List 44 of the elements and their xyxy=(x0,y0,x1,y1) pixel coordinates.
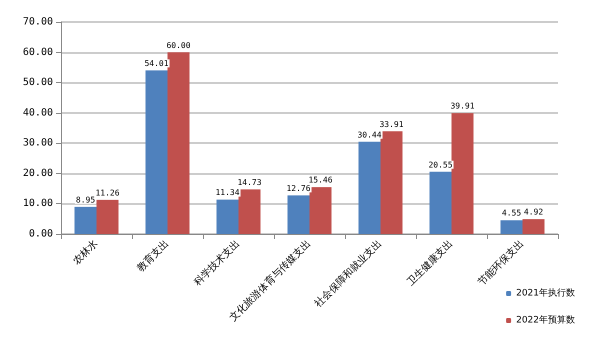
data-label: 15.46 xyxy=(308,176,333,185)
bar xyxy=(430,172,452,234)
y-tick-label: 50.00 xyxy=(22,77,53,88)
y-tick-label: 20.00 xyxy=(22,168,53,179)
bar xyxy=(238,189,260,234)
x-tick-label: 教育支出 xyxy=(134,237,172,274)
legend-label: 2021年执行数 xyxy=(516,288,575,298)
data-label: 39.91 xyxy=(450,102,475,111)
data-label: 30.44 xyxy=(357,130,382,140)
data-label: 11.34 xyxy=(215,188,240,198)
bar xyxy=(452,113,474,234)
bar xyxy=(74,206,96,234)
bar xyxy=(500,220,522,234)
y-tick-label: 40.00 xyxy=(22,107,53,118)
data-label: 60.00 xyxy=(166,40,191,50)
legend-label: 2022年预算数 xyxy=(516,314,575,326)
y-tick-label: 30.00 xyxy=(22,138,53,149)
bar xyxy=(96,200,118,234)
data-label: 33.91 xyxy=(379,120,404,129)
x-tick-label: 节能环保支出 xyxy=(475,237,526,288)
data-label: 14.73 xyxy=(237,178,262,187)
data-label: 20.55 xyxy=(428,160,453,170)
bar xyxy=(216,200,238,234)
bar xyxy=(380,131,402,234)
data-label: 54.01 xyxy=(144,58,169,68)
bar xyxy=(358,142,380,234)
data-label: 12.76 xyxy=(286,184,311,193)
data-label: 4.92 xyxy=(524,208,544,217)
data-label: 4.55 xyxy=(502,208,522,218)
x-tick-label: 社会保障和就业支出 xyxy=(312,237,384,310)
x-tick-label: 农林水 xyxy=(70,237,100,268)
data-label: 11.26 xyxy=(95,188,120,198)
bar xyxy=(310,187,332,234)
y-tick-label: 10.00 xyxy=(22,198,53,210)
bar xyxy=(288,195,310,234)
bar xyxy=(168,52,190,234)
y-tick-label: 60.00 xyxy=(22,46,53,58)
bar xyxy=(522,219,544,234)
y-tick-label: 0.00 xyxy=(28,228,53,240)
x-tick-label: 卫生健康支出 xyxy=(404,237,456,288)
bar xyxy=(146,70,168,234)
data-label: 8.95 xyxy=(76,195,96,204)
y-tick-label: 70.00 xyxy=(22,16,53,28)
x-tick-label: 科学技术支出 xyxy=(191,237,242,288)
